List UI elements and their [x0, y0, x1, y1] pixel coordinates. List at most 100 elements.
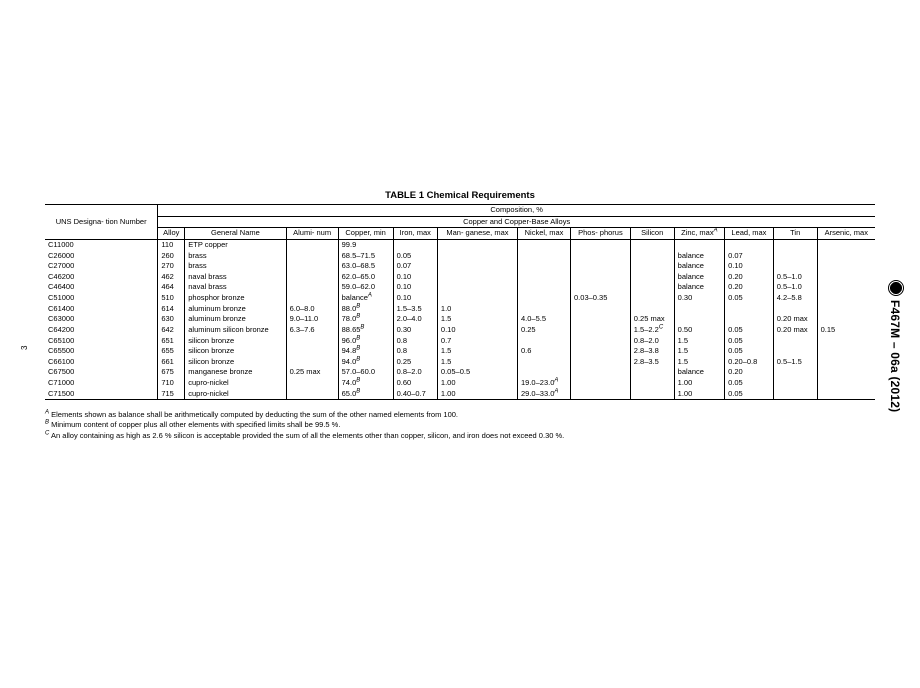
table-cell: 0.25: [518, 325, 571, 336]
table-cell: [518, 261, 571, 272]
table-cell: 0.05: [725, 346, 774, 357]
table-cell: C27000: [45, 261, 158, 272]
page-number-left: 3: [20, 346, 29, 350]
table-cell: [286, 357, 338, 368]
table-row: C63000630aluminum bronze9.0–11.078.0B2.0…: [45, 314, 875, 325]
table-cell: [518, 336, 571, 347]
footnote-c: C An alloy containing as high as 2.6 % s…: [45, 431, 875, 441]
table-cell: C65500: [45, 346, 158, 357]
table-cell: [571, 314, 631, 325]
table-cell: 88.65B: [338, 325, 393, 336]
table-cell: 0.10: [725, 261, 774, 272]
table-cell: 57.0–60.0: [338, 367, 393, 378]
table-cell: [571, 336, 631, 347]
table-cell: 62.0–65.0: [338, 272, 393, 283]
table-cell: silicon bronze: [185, 336, 286, 347]
table-cell: 462: [158, 272, 185, 283]
table-cell: C46400: [45, 282, 158, 293]
table-cell: 2.8–3.5: [630, 357, 674, 368]
table-cell: 65.0B: [338, 389, 393, 400]
table-cell: 0.05: [725, 325, 774, 336]
table-cell: [725, 314, 774, 325]
table-cell: [817, 282, 875, 293]
table-cell: 0.25 max: [286, 367, 338, 378]
table-cell: [817, 272, 875, 283]
table-cell: [518, 304, 571, 315]
table-cell: [630, 304, 674, 315]
table-cell: 0.6: [518, 346, 571, 357]
table-cell: balance: [674, 367, 724, 378]
table-cell: [393, 239, 437, 250]
table-cell: [437, 239, 517, 250]
table-cell: [773, 261, 817, 272]
table-row: C71500715cupro-nickel65.0B0.40–0.71.0029…: [45, 389, 875, 400]
table-cell: [286, 282, 338, 293]
table-row: C46200462naval brass62.0–65.00.10balance…: [45, 272, 875, 283]
table-cell: 9.0–11.0: [286, 314, 338, 325]
table-cell: [571, 304, 631, 315]
table-cell: 78.0B: [338, 314, 393, 325]
table-row: C67500675manganese bronze0.25 max57.0–60…: [45, 367, 875, 378]
table-cell: 0.03–0.35: [571, 293, 631, 304]
table-cell: [571, 367, 631, 378]
table-cell: 0.05: [725, 293, 774, 304]
table-cell: 2.0–4.0: [393, 314, 437, 325]
table-cell: [286, 272, 338, 283]
table-cell: 655: [158, 346, 185, 357]
table-cell: 675: [158, 367, 185, 378]
table-cell: [817, 239, 875, 250]
table-cell: 0.60: [393, 378, 437, 389]
table-cell: [571, 282, 631, 293]
table-cell: [286, 239, 338, 250]
table-cell: 0.15: [817, 325, 875, 336]
table-cell: [571, 346, 631, 357]
table-cell: ETP copper: [185, 239, 286, 250]
table-cell: 0.25 max: [630, 314, 674, 325]
table-cell: 0.05: [393, 251, 437, 262]
table-cell: 0.8: [393, 346, 437, 357]
table-cell: [773, 389, 817, 400]
astm-badge-icon: [888, 280, 904, 296]
table-cell: C71000: [45, 378, 158, 389]
table-cell: 0.10: [393, 272, 437, 283]
table-row: C46400464naval brass59.0–62.00.10balance…: [45, 282, 875, 293]
table-cell: [817, 357, 875, 368]
table-cell: 94.0B: [338, 357, 393, 368]
table-cell: phosphor bronze: [185, 293, 286, 304]
table-cell: 0.10: [393, 282, 437, 293]
table-cell: [630, 239, 674, 250]
col-manganese: Man- ganese, max: [437, 228, 517, 240]
table-cell: aluminum silicon bronze: [185, 325, 286, 336]
table-cell: [630, 389, 674, 400]
col-iron: Iron, max: [393, 228, 437, 240]
table-cell: 6.0–8.0: [286, 304, 338, 315]
table-cell: brass: [185, 251, 286, 262]
table-cell: C46200: [45, 272, 158, 283]
table-cell: cupro-nickel: [185, 378, 286, 389]
table-cell: 0.8–2.0: [393, 367, 437, 378]
table-cell: 464: [158, 282, 185, 293]
table-cell: balance: [674, 251, 724, 262]
table-cell: [817, 261, 875, 272]
table-row: C66100661silicon bronze94.0B0.251.52.8–3…: [45, 357, 875, 368]
table-cell: balance: [674, 272, 724, 283]
table-cell: [630, 367, 674, 378]
table-cell: 4.0–5.5: [518, 314, 571, 325]
table-cell: 0.25: [393, 357, 437, 368]
table-cell: [817, 336, 875, 347]
chemical-requirements-table: UNS Designa- tion Number Composition, % …: [45, 204, 875, 400]
table-cell: C11000: [45, 239, 158, 250]
table-cell: C67500: [45, 367, 158, 378]
table-cell: 99.9: [338, 239, 393, 250]
document-id: F467M – 06a (2012): [888, 300, 902, 412]
table-cell: 0.50: [674, 325, 724, 336]
table-cell: 0.20: [725, 282, 774, 293]
table-cell: 614: [158, 304, 185, 315]
table-cell: [286, 261, 338, 272]
table-cell: [571, 325, 631, 336]
table-cell: 0.05: [725, 378, 774, 389]
table-cell: [437, 261, 517, 272]
table-cell: 110: [158, 239, 185, 250]
table-cell: brass: [185, 261, 286, 272]
table-cell: 0.20 max: [773, 325, 817, 336]
